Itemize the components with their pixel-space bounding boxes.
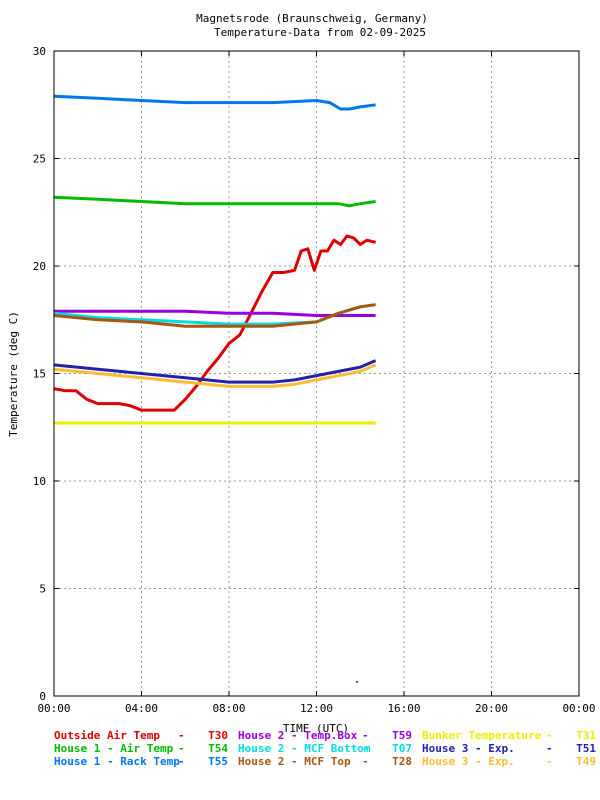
legend-entry-code: T30	[208, 729, 228, 742]
x-tick-label: 20:00	[475, 702, 508, 715]
x-tick-label: 04:00	[125, 702, 158, 715]
data-series	[53, 94, 377, 425]
legend-entry-dash: -	[178, 742, 185, 755]
y-tick-label: 30	[33, 45, 46, 58]
stray-dot	[356, 681, 358, 683]
x-tick-label: 16:00	[387, 702, 420, 715]
series-line-t30	[53, 234, 376, 412]
x-tick-label: 00:00	[37, 702, 70, 715]
legend-entry-dash: -	[546, 742, 553, 755]
y-tick-label: 0	[39, 690, 46, 703]
legend-entry-code: T28	[392, 755, 412, 768]
legend-entry-name: House 3 - Exp.	[422, 755, 515, 768]
legend-entry-name: House 2 - MCF Bottom	[238, 742, 371, 755]
plot-frame	[53, 50, 580, 697]
legend-entry-name: House 1 - Rack Temp	[54, 755, 180, 768]
y-tick-label: 10	[33, 475, 46, 488]
legend-entry-code: T55	[208, 755, 228, 768]
series-line-t54	[53, 195, 376, 208]
legend-entry-code: T51	[576, 742, 596, 755]
x-tick-label: 08:00	[212, 702, 245, 715]
legend-entry-code: T59	[392, 729, 412, 742]
legend-entry-name: House 1 - Air Temp	[54, 742, 174, 755]
series-line-t49	[53, 363, 377, 388]
y-tick-label: 20	[33, 260, 46, 273]
chart-title: Magnetsrode (Braunschweig, Germany)	[196, 12, 428, 25]
legend: Outside Air Temp - T30 House 2 - Temp.Box - T…	[54, 729, 596, 768]
legend-entry-dash: -	[178, 729, 185, 742]
y-axis-label: Temperature (deg C)	[7, 311, 20, 437]
legend-entry-code: T49	[576, 755, 596, 768]
legend-entry-code: T31	[576, 729, 596, 742]
legend-entry-dash: -	[362, 755, 369, 768]
chart-subtitle: Temperature-Data from 02-09-2025	[214, 26, 426, 39]
legend-entry-name: House 2 - MCF Top	[238, 755, 351, 768]
y-tick-label: 5	[39, 583, 46, 596]
y-tick-label: 15	[33, 368, 46, 381]
series-line-t51	[53, 359, 377, 384]
legend-entry-dash: -	[362, 729, 369, 742]
legend-entry-name: House 3 - Exp.	[422, 742, 515, 755]
legend-entry-name: House 2 - Temp.Box	[238, 729, 358, 742]
series-line-t28	[53, 303, 376, 328]
legend-entry-dash: -	[362, 742, 369, 755]
legend-entry-name: Bunker Temperature	[422, 729, 542, 742]
legend-entry-dash: -	[546, 729, 553, 742]
x-tick-label: 00:00	[562, 702, 595, 715]
x-axis-label: TIME (UTC)	[283, 722, 349, 735]
series-line-t59	[54, 309, 376, 317]
x-tick-label: 12:00	[300, 702, 333, 715]
y-tick-label: 25	[33, 153, 46, 166]
legend-entry-dash: -	[546, 755, 553, 768]
legend-entry-dash: -	[178, 755, 185, 768]
legend-entry-code: T54	[208, 742, 228, 755]
legend-entry-code: T07	[392, 742, 412, 755]
series-line-t55	[53, 94, 376, 111]
legend-entry-name: Outside Air Temp	[54, 729, 160, 742]
